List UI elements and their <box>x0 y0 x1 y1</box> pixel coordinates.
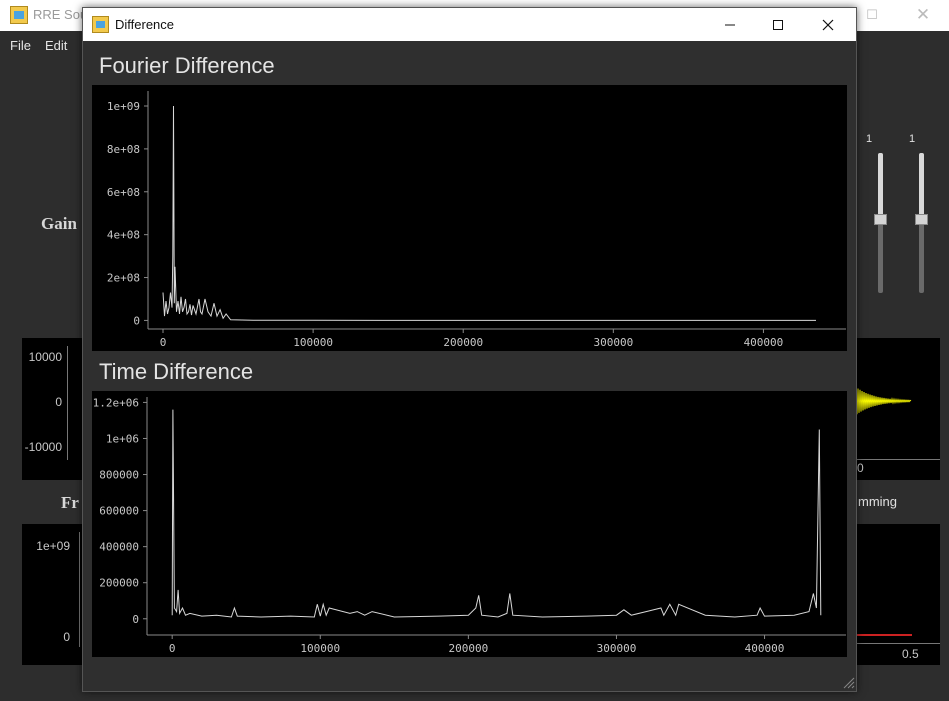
resize-grip-icon[interactable] <box>843 677 855 689</box>
left-time-tick: 10000 <box>28 350 62 364</box>
dialog-titlebar: Difference <box>83 8 856 41</box>
frequency-label: Fr <box>61 493 79 512</box>
fourier-y-tick-label: 2e+08 <box>107 272 140 285</box>
time-section-title: Time Difference <box>99 359 254 384</box>
minimize-button[interactable] <box>707 8 753 41</box>
time-y-tick-label: 1.2e+06 <box>93 396 139 409</box>
main-maximize-icon[interactable]: ☐ <box>866 7 878 22</box>
close-button[interactable] <box>805 8 851 41</box>
right-time-x-axis <box>856 459 940 460</box>
left-time-tick: -10000 <box>24 440 62 454</box>
red-marker-line <box>856 634 912 636</box>
fourier-x-tick-label: 400000 <box>744 336 784 349</box>
slider-handle[interactable] <box>915 214 928 225</box>
app-icon <box>92 16 109 33</box>
fourier-x-tick-label: 300000 <box>593 336 633 349</box>
fourier-x-tick-label: 200000 <box>443 336 483 349</box>
right-freq-x-axis <box>856 643 940 644</box>
right-time-tick: 0 <box>857 461 864 475</box>
time-series-line <box>171 409 822 618</box>
gain-label: Gain <box>41 214 77 233</box>
menu-file[interactable]: File <box>10 38 31 53</box>
maximize-button[interactable] <box>755 8 801 41</box>
time-chart: 0 200000 400000 600000 800000 1e+06 1.2e+06 0 10… <box>93 396 846 655</box>
left-freq-tick: 1e+09 <box>36 539 70 553</box>
slider-value: 1 <box>866 133 873 145</box>
fourier-chart: 0 2e+08 4e+08 6e+08 8e+08 1e+09 0 100000 200000 3… <box>107 91 846 349</box>
time-y-tick-label: 0 <box>132 613 139 626</box>
time-y-tick-label: 1e+06 <box>106 432 139 445</box>
difference-dialog: Difference Fourier Difference 0 2e+08 4e+0… <box>82 7 857 692</box>
time-x-tick-label: 400000 <box>745 642 785 655</box>
yellow-signal-trace <box>855 386 912 415</box>
time-y-tick-label: 600000 <box>99 505 139 518</box>
maximize-icon <box>773 19 783 30</box>
time-x-tick-label: 300000 <box>597 642 637 655</box>
main-close-icon[interactable]: ✕ <box>915 5 931 24</box>
menu-edit[interactable]: Edit <box>45 38 68 53</box>
left-freq-y-axis <box>79 532 80 647</box>
fourier-x-tick-label: 0 <box>160 336 167 349</box>
main-window-title: RRE Sou <box>33 7 88 22</box>
close-icon <box>822 19 834 30</box>
time-x-tick-label: 200000 <box>448 642 488 655</box>
windowing-label: mming <box>858 494 898 509</box>
slider-handle[interactable] <box>874 214 887 225</box>
fourier-y-tick-label: 4e+08 <box>107 229 140 242</box>
slider-fill <box>878 153 883 219</box>
left-freq-plot: 1e+09 0 <box>22 524 84 665</box>
right-freq-tick: 0.5 <box>902 647 919 661</box>
left-freq-tick: 0 <box>63 630 70 644</box>
time-x-tick-label: 0 <box>169 642 176 655</box>
fourier-y-tick-label: 8e+08 <box>107 143 140 156</box>
time-y-tick-label: 800000 <box>99 469 139 482</box>
slider-value: 1 <box>909 133 916 145</box>
right-freq-plot: 0.5 <box>856 524 940 665</box>
slider-fill <box>919 153 924 219</box>
time-plot: 0 200000 400000 600000 800000 1e+06 1.2e+06 0 10… <box>92 391 847 657</box>
fourier-x-tick-label: 100000 <box>293 336 333 349</box>
fourier-y-tick-label: 1e+09 <box>107 100 140 113</box>
fourier-series-line <box>162 105 816 321</box>
fourier-plot: 0 2e+08 4e+08 6e+08 8e+08 1e+09 0 100000 200000 3… <box>92 85 847 351</box>
app-icon <box>10 6 28 24</box>
minimize-icon <box>725 24 735 25</box>
time-y-tick-label: 200000 <box>99 577 139 590</box>
fourier-y-tick-label: 6e+08 <box>107 186 140 199</box>
left-time-plot: 10000 0 -10000 <box>22 338 84 480</box>
fourier-section-title: Fourier Difference <box>99 53 275 78</box>
left-time-y-axis <box>67 346 68 460</box>
right-signal-plot <box>855 386 912 415</box>
dialog-title: Difference <box>115 17 175 32</box>
time-y-tick-label: 400000 <box>99 541 139 554</box>
time-x-tick-label: 100000 <box>300 642 340 655</box>
fourier-y-tick-label: 0 <box>133 314 140 327</box>
right-time-plot: 0 <box>855 338 940 480</box>
left-time-tick: 0 <box>55 395 62 409</box>
